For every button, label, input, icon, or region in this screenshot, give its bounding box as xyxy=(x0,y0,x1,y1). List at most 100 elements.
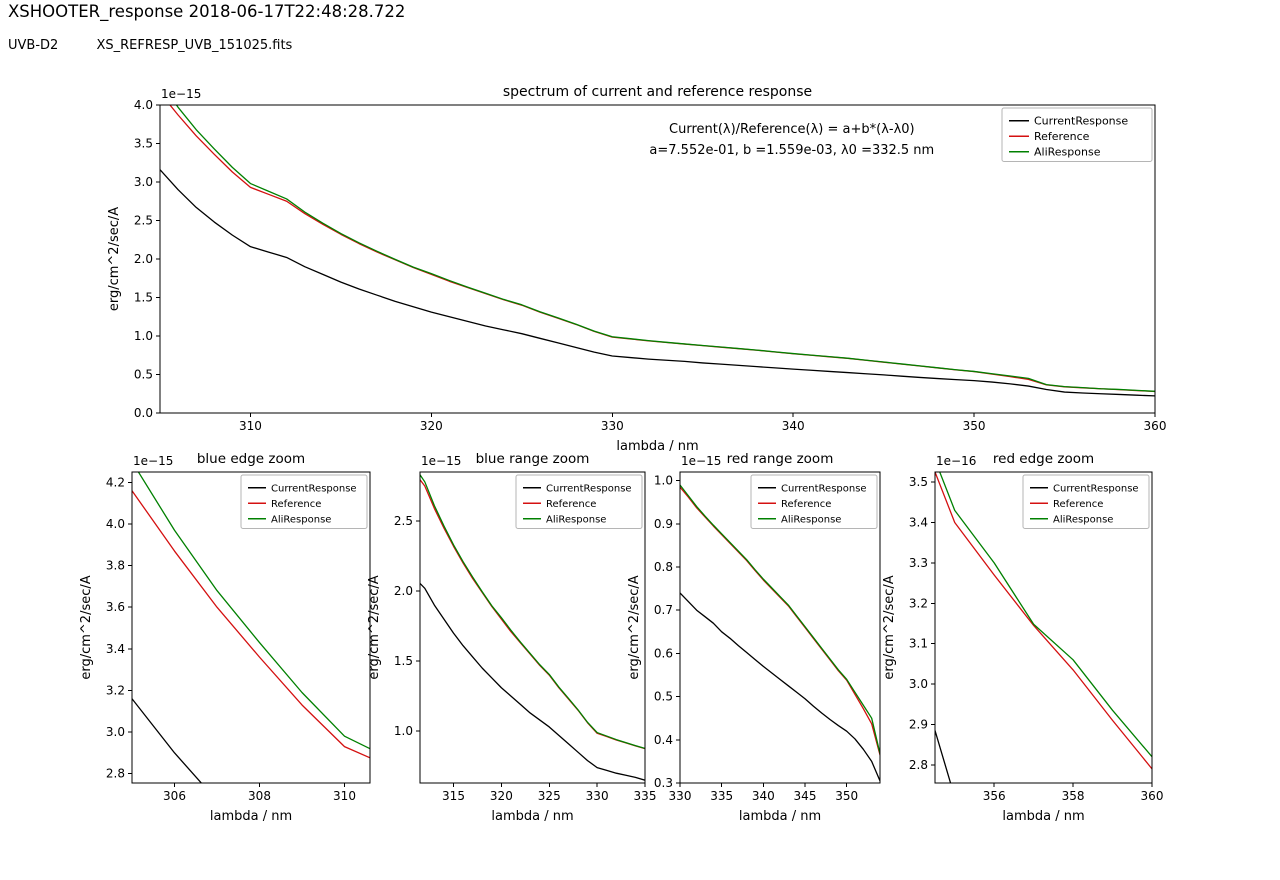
red-range-zoom-offset-label: 1e−15 xyxy=(681,454,721,468)
x-tick-label: 306 xyxy=(163,789,186,803)
blue-range-zoom-title: blue range zoom xyxy=(476,451,590,467)
red-edge-zoom-title: red edge zoom xyxy=(993,451,1094,467)
y-tick-label: 4.2 xyxy=(106,475,125,489)
blue-range-zoom-offset-label: 1e−15 xyxy=(421,454,461,468)
y-tick-label: 0.3 xyxy=(654,776,673,790)
blue-range-zoom-ylabel: erg/cm^2/sec/A xyxy=(367,575,382,679)
y-tick-label: 3.0 xyxy=(134,175,153,189)
y-tick-label: 2.0 xyxy=(134,252,153,266)
x-tick-label: 320 xyxy=(490,789,513,803)
y-tick-label: 0.9 xyxy=(654,517,673,531)
blue-edge-zoom-chart: 306 308 310 2.8 3.0 3.2 3.4 3.6 3.8 4.0 4.2 blue ed… xyxy=(60,450,380,854)
y-tick-label: 3.3 xyxy=(909,556,928,570)
x-tick-label: 360 xyxy=(1144,419,1167,433)
blue-range-zoom-line-AliResponse xyxy=(420,473,645,750)
y-tick-label: 0.5 xyxy=(654,690,673,704)
x-tick-label: 330 xyxy=(669,789,692,803)
x-tick-label: 315 xyxy=(442,789,465,803)
blue-edge-zoom-title: blue edge zoom xyxy=(197,451,305,467)
red-edge-zoom-svg: 356 358 360 2.8 2.9 3.0 3.1 3.2 3.3 3.4 3.5 red edg… xyxy=(882,451,1164,824)
red-edge-zoom-legend: CurrentResponse Reference AliResponse xyxy=(1022,474,1150,529)
legend-box xyxy=(750,474,878,529)
y-tick-label: 0.5 xyxy=(134,368,153,382)
blue-range-zoom-legend: CurrentResponse Reference AliResponse xyxy=(515,474,643,529)
blue-edge-zoom-ylabel: erg/cm^2/sec/A xyxy=(79,575,94,679)
y-tick-label: 0.0 xyxy=(134,406,153,420)
main-spectrum-chart: 310 320 330 340 350 360 0.0 0.5 1.0 1.5 2.0 2.5 3.0 3… xyxy=(0,80,1280,479)
red-range-zoom-svg: 330 335 340 345 350 0.3 0.4 0.5 0.6 0.7 0.8 0.9 1.0 r… xyxy=(627,451,881,824)
x-tick-label: 325 xyxy=(538,789,561,803)
x-tick-label: 310 xyxy=(333,789,356,803)
red-range-zoom-xlabel: lambda / nm xyxy=(739,809,821,824)
y-tick-label: 1.0 xyxy=(654,474,673,488)
x-tick-label: 335 xyxy=(710,789,733,803)
red-edge-zoom-axes-border xyxy=(934,471,1153,784)
y-tick-label: 1.0 xyxy=(134,329,153,343)
y-tick-label: 3.4 xyxy=(106,642,125,656)
legend-box xyxy=(1001,107,1153,162)
y-tick-label: 0.7 xyxy=(654,603,673,617)
red-range-zoom-line-CurrentResponse xyxy=(680,591,880,783)
x-tick-label: 340 xyxy=(782,419,805,433)
red-range-zoom-line-AliResponse xyxy=(680,482,880,755)
legend-label-CurrentResponse: CurrentResponse xyxy=(271,483,357,494)
subtitle-row: UVB-D2 XS_REFRESP_UVB_151025.fits xyxy=(8,38,292,53)
y-tick-label: 2.8 xyxy=(909,758,928,772)
y-tick-label: 0.4 xyxy=(654,733,673,747)
red-range-zoom-title: red range zoom xyxy=(727,451,834,467)
y-tick-label: 3.6 xyxy=(106,600,125,614)
red-edge-zoom-xlabel: lambda / nm xyxy=(1002,809,1084,824)
y-tick-label: 3.1 xyxy=(909,637,928,651)
legend-box xyxy=(240,474,368,529)
y-tick-label: 3.5 xyxy=(134,137,153,151)
arm-label: UVB-D2 xyxy=(8,38,59,53)
main-xlabel: lambda / nm xyxy=(616,439,698,454)
red-range-zoom-line-Reference xyxy=(680,484,880,756)
main-series-group xyxy=(160,105,1155,397)
y-tick-label: 2.5 xyxy=(394,514,413,528)
legend-label-AliResponse: AliResponse xyxy=(1034,145,1101,158)
red-range-zoom-axes-border xyxy=(679,471,881,784)
y-tick-label: 1.0 xyxy=(394,724,413,738)
legend-label-CurrentResponse: CurrentResponse xyxy=(546,483,632,494)
x-tick-label: 330 xyxy=(586,789,609,803)
x-tick-label: 350 xyxy=(835,789,858,803)
main-offset-label: 1e−15 xyxy=(161,87,201,101)
legend-label-CurrentResponse: CurrentResponse xyxy=(781,483,867,494)
fit-coefficients-annotation: a=7.552e-01, b =1.559e-03, λ0 =332.5 nm xyxy=(649,143,934,158)
red-range-zoom-legend: CurrentResponse Reference AliResponse xyxy=(750,474,878,529)
x-tick-label: 345 xyxy=(794,789,817,803)
legend-label-Reference: Reference xyxy=(546,499,596,510)
x-tick-label: 335 xyxy=(634,789,657,803)
legend-label-AliResponse: AliResponse xyxy=(1053,514,1113,525)
red-range-zoom-series-group xyxy=(680,482,880,783)
y-tick-label: 4.0 xyxy=(106,517,125,531)
red-range-zoom-ylabel: erg/cm^2/sec/A xyxy=(627,575,642,679)
x-tick-label: 320 xyxy=(420,419,443,433)
y-tick-label: 3.0 xyxy=(909,677,928,691)
x-tick-label: 360 xyxy=(1141,789,1164,803)
legend-label-CurrentResponse: CurrentResponse xyxy=(1053,483,1139,494)
y-tick-label: 2.5 xyxy=(134,214,153,228)
legend-label-Reference: Reference xyxy=(271,499,321,510)
main-legend: CurrentResponse Reference AliResponse xyxy=(1001,107,1153,162)
legend-label-CurrentResponse: CurrentResponse xyxy=(1034,114,1128,127)
y-tick-label: 3.0 xyxy=(106,725,125,739)
legend-label-AliResponse: AliResponse xyxy=(271,514,331,525)
fit-formula-annotation: Current(λ)/Reference(λ) = a+b*(λ-λ0) xyxy=(669,122,915,137)
main-line-AliResponse xyxy=(175,105,1155,392)
blue-edge-zoom-legend: CurrentResponse Reference AliResponse xyxy=(240,474,368,529)
red-edge-zoom-ylabel: erg/cm^2/sec/A xyxy=(882,575,897,679)
x-tick-label: 358 xyxy=(1062,789,1085,803)
main-svg: 310 320 330 340 350 360 0.0 0.5 1.0 1.5 2.0 2.5 3.0 3… xyxy=(107,84,1167,454)
x-tick-label: 340 xyxy=(752,789,775,803)
legend-label-AliResponse: AliResponse xyxy=(546,514,606,525)
y-tick-label: 3.2 xyxy=(909,596,928,610)
legend-label-Reference: Reference xyxy=(781,499,831,510)
main-title: spectrum of current and reference respon… xyxy=(503,84,812,100)
y-tick-label: 3.8 xyxy=(106,559,125,573)
main-line-CurrentResponse xyxy=(160,169,1155,397)
legend-box xyxy=(1022,474,1150,529)
x-tick-label: 350 xyxy=(963,419,986,433)
